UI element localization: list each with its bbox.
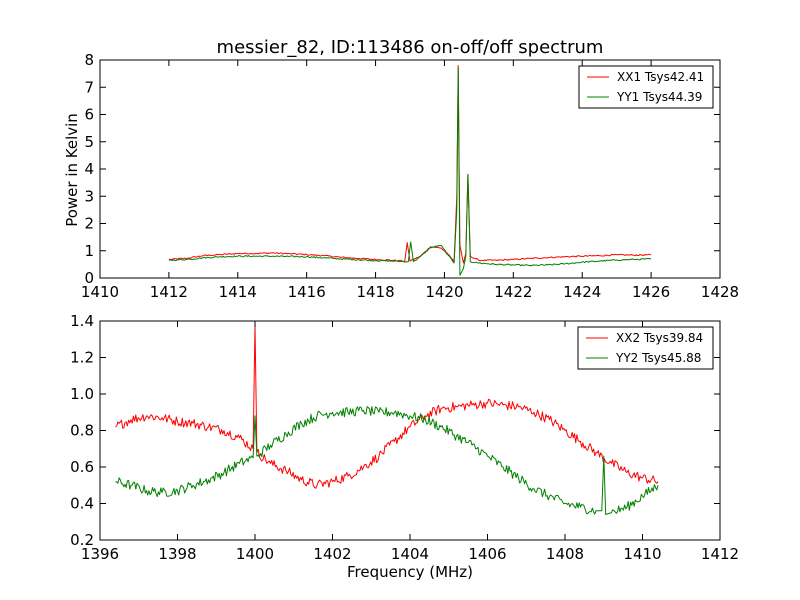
- top-x-tick-label: 1410: [81, 283, 119, 301]
- bottom-legend-label: YY2 Tsys45.88: [615, 351, 701, 365]
- top-legend-label: YY1 Tsys44.39: [616, 90, 702, 104]
- top-x-tick-label: 1428: [701, 283, 739, 301]
- top-y-tick-label: 0: [84, 269, 94, 287]
- bottom-x-tick-label: 1404: [391, 545, 429, 563]
- bottom-legend-label: XX2 Tsys39.84: [616, 331, 703, 345]
- top-y-tick-label: 8: [84, 51, 94, 69]
- bottom-chart-xlabel: Frequency (MHz): [347, 563, 473, 581]
- top-x-tick-label: 1420: [425, 283, 463, 301]
- top-y-tick-label: 3: [84, 187, 94, 205]
- bottom-x-tick-label: 1410: [623, 545, 661, 563]
- bottom-x-tick-label: 1398: [158, 545, 196, 563]
- bottom-x-tick-label: 1402: [313, 545, 351, 563]
- bottom-series-line-1: [115, 324, 659, 489]
- top-x-tick-label: 1416: [288, 283, 326, 301]
- bottom-y-tick-label: 1.0: [70, 385, 94, 403]
- top-x-tick-label: 1414: [219, 283, 257, 301]
- top-x-tick-label: 1422: [494, 283, 532, 301]
- top-chart-panel: 1410 1412 1414 1416 1418 1420 1422 1424 1426 1428…: [81, 51, 739, 301]
- top-chart-title: messier_82, ID:113486 on-off/off spectru…: [217, 37, 604, 58]
- bottom-chart-panel: 1396 1398 1400 1402 1404 1406 1408 1410 1412 0.2 0…: [70, 312, 739, 563]
- top-y-tick-label: 5: [84, 133, 94, 151]
- bottom-x-tick-label: 1400: [236, 545, 274, 563]
- bottom-x-tick-label: 1408: [546, 545, 584, 563]
- top-x-tick-label: 1426: [632, 283, 670, 301]
- bottom-legend: [577, 326, 714, 370]
- bottom-y-tick-label: 0.8: [70, 422, 94, 440]
- bottom-x-tick-label: 1396: [81, 545, 119, 563]
- bottom-y-tick-label: 0.6: [70, 458, 94, 476]
- bottom-y-tick-label: 0.2: [70, 531, 94, 549]
- top-series-line-2: [168, 67, 652, 276]
- top-legend: [578, 65, 714, 109]
- top-y-tick-label: 6: [84, 106, 94, 124]
- top-series-line-1: [168, 65, 652, 264]
- bottom-y-tick-label: 1.2: [70, 349, 94, 367]
- top-chart-ylabel: Power in Kelvin: [63, 113, 81, 227]
- bottom-y-tick-label: 1.4: [70, 312, 94, 330]
- top-x-tick-label: 1418: [356, 283, 394, 301]
- top-y-tick-label: 1: [84, 242, 94, 260]
- top-x-tick-label: 1424: [563, 283, 601, 301]
- top-y-tick-label: 2: [84, 215, 94, 233]
- bottom-x-tick-label: 1406: [468, 545, 506, 563]
- top-legend-label: XX1 Tsys42.41: [617, 70, 704, 84]
- bottom-x-tick-label: 1412: [701, 545, 739, 563]
- bottom-series-line-2: [115, 406, 659, 515]
- top-y-tick-label: 7: [84, 78, 94, 96]
- bottom-y-tick-label: 0.4: [70, 495, 94, 513]
- top-y-tick-label: 4: [84, 160, 94, 178]
- top-x-tick-label: 1412: [150, 283, 188, 301]
